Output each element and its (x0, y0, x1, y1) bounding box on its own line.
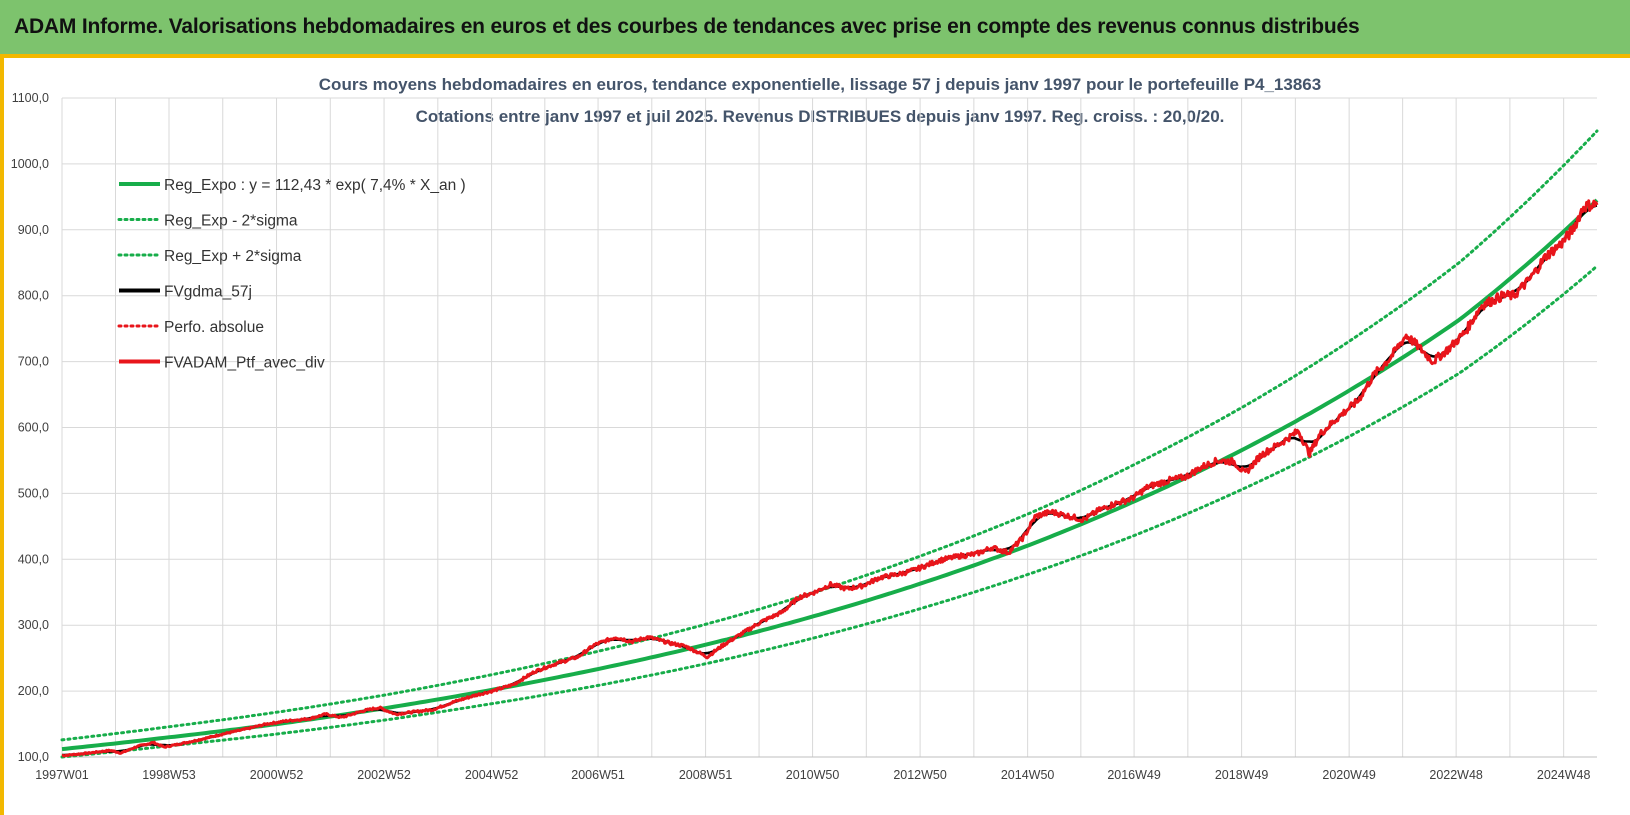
plot-area (60, 129, 1599, 759)
y-tick-label: 700,0 (18, 355, 49, 369)
header-bar: ADAM Informe. Valorisations hebdomadaire… (0, 0, 1630, 54)
x-tick-label: 2018W49 (1215, 768, 1269, 782)
series-perfo (61, 200, 1598, 757)
x-tick-label: 2014W50 (1001, 768, 1055, 782)
series-reg-plus (60, 129, 1599, 742)
y-tick-label: 1100,0 (12, 91, 49, 105)
x-tick-label: 2016W49 (1107, 768, 1161, 782)
x-tick-label: 1998W53 (142, 768, 196, 782)
x-tick-label: 2000W52 (250, 768, 304, 782)
y-tick-label: 500,0 (18, 486, 49, 500)
legend-label-fv-gdma: FVgdma_57j (164, 284, 252, 301)
x-axis: 1997W01 1998W53 2000W52 2002W52 2004W52 2006W… (35, 768, 1590, 782)
x-tick-label: 2022W48 (1429, 768, 1483, 782)
legend-label-reg-expo: Reg_Expo : y = 112,43 * exp( 7,4% * X_an… (164, 177, 466, 194)
y-axis: 100,0 200,0 300,0 400,0 500,0 600,0 700,0 800,0… (11, 91, 49, 764)
legend-label-ptf: FVADAM_Ptf_avec_div (164, 355, 325, 372)
x-tick-label: 2004W52 (465, 768, 519, 782)
y-tick-label: 300,0 (18, 618, 49, 632)
series-fv-gdma (62, 204, 1598, 757)
y-tick-label: 900,0 (18, 223, 49, 237)
x-tick-label: 1997W01 (35, 768, 89, 782)
header-title: ADAM Informe. Valorisations hebdomadaire… (14, 15, 1360, 38)
y-tick-label: 400,0 (18, 552, 49, 566)
legend-label-reg-minus: Reg_Exp - 2*sigma (164, 213, 298, 230)
series-reg-minus (60, 264, 1599, 759)
x-tick-label: 2006W51 (571, 768, 625, 782)
series-reg-expo (61, 198, 1599, 752)
x-tick-label: 2012W50 (893, 768, 947, 782)
y-tick-label: 600,0 (18, 421, 49, 435)
grid (61, 97, 1597, 758)
legend-label-perfo: Perfo. absolue (164, 319, 264, 336)
y-tick-label: 800,0 (18, 289, 49, 303)
series-ptf (61, 199, 1599, 758)
chart-title-line1: Cours moyens hebdomadaires en euros, ten… (319, 75, 1321, 94)
chart-frame (0, 54, 1630, 815)
legend: Reg_Expo : y = 112,43 * exp( 7,4% * X_an… (117, 177, 466, 372)
legend-label-reg-plus: Reg_Exp + 2*sigma (164, 248, 302, 265)
x-tick-label: 2020W49 (1322, 768, 1376, 782)
x-tick-label: 2002W52 (357, 768, 411, 782)
y-tick-label: 200,0 (18, 684, 49, 698)
x-tick-label: 2024W48 (1537, 768, 1591, 782)
x-tick-label: 2010W50 (786, 768, 840, 782)
y-tick-label: 100,0 (18, 750, 49, 764)
chart-title-line2: Cotations entre janv 1997 et juil 2025. … (416, 107, 1225, 126)
y-tick-label: 1000,0 (11, 157, 49, 171)
x-tick-label: 2008W51 (679, 768, 733, 782)
